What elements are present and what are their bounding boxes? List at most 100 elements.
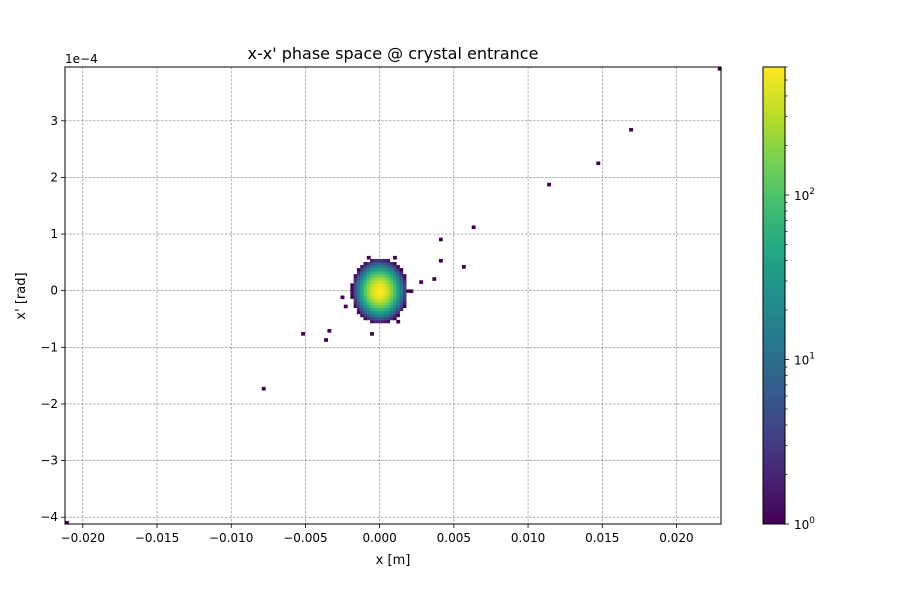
histogram-cell: [376, 304, 381, 309]
colorbar-segment: [763, 390, 785, 395]
histogram-cell: [373, 301, 377, 305]
histogram-cell: [366, 271, 371, 275]
histogram-cell: [366, 310, 371, 315]
colorbar-segment: [763, 367, 785, 373]
histogram-cell: [370, 319, 374, 324]
histogram-cell: [376, 292, 381, 296]
histogram-cell: [363, 295, 368, 299]
histogram-cell: [399, 280, 404, 284]
colorbar-segment: [763, 345, 785, 350]
histogram-cell: [389, 286, 394, 290]
histogram-cell: [393, 289, 397, 293]
histogram-cell: [360, 277, 364, 281]
histogram-cell: [373, 313, 377, 318]
histogram-cell: [393, 316, 397, 321]
colorbar-segment: [763, 360, 785, 365]
x-tick-label: 0.010: [511, 531, 545, 545]
histogram-cell: [356, 301, 361, 305]
histogram-cell: [396, 277, 400, 281]
x-tick-label: −0.010: [209, 531, 253, 545]
colorbar-segment: [763, 245, 785, 251]
colorbar-segment: [763, 386, 785, 392]
histogram-cell: [386, 277, 391, 281]
histogram-cell: [363, 307, 368, 312]
colorbar-segment: [763, 185, 785, 190]
histogram-cell: [393, 304, 397, 309]
histogram-cell: [399, 277, 404, 281]
histogram-cell: [363, 271, 368, 275]
colorbar-segment: [763, 173, 785, 178]
histogram-cell: [402, 277, 407, 281]
histogram-cell: [438, 258, 443, 263]
histogram-cell: [393, 307, 397, 312]
histogram-cell: [396, 280, 400, 284]
histogram-cell: [366, 283, 371, 287]
histogram-cell: [373, 283, 377, 287]
histogram-cell: [383, 277, 387, 281]
histogram-cell: [386, 298, 391, 302]
histogram-cell: [402, 286, 407, 290]
histogram-cell: [399, 289, 404, 293]
histogram-cell: [373, 277, 377, 281]
histogram-cell: [379, 286, 384, 290]
histogram-cell: [389, 295, 394, 299]
histogram-cell: [386, 283, 391, 287]
colorbar-segment: [763, 516, 785, 521]
histogram-cell: [366, 298, 371, 302]
histogram-cell: [379, 304, 384, 309]
histogram-cell: [406, 289, 410, 293]
histogram-cell: [360, 268, 364, 272]
colorbar-segment: [763, 234, 785, 239]
histogram-cell: [471, 225, 476, 230]
histogram-cell: [373, 271, 377, 275]
histogram-cell: [383, 313, 387, 318]
histogram-cell: [393, 255, 397, 260]
colorbar-segment: [763, 440, 785, 445]
histogram-cell: [379, 310, 384, 315]
histogram-cell: [379, 301, 384, 305]
histogram-cell: [360, 283, 364, 287]
histogram-cell: [370, 289, 374, 293]
histogram-cell: [363, 283, 368, 287]
histogram-cell: [353, 289, 358, 293]
histogram-cell: [396, 298, 400, 302]
histogram-cell: [366, 304, 371, 309]
colorbar-segment: [763, 493, 785, 498]
histogram-cell: [393, 268, 397, 272]
histogram-cell: [366, 274, 371, 278]
histogram-cell: [383, 261, 387, 266]
histogram-cell: [389, 301, 394, 305]
histogram-cell: [386, 280, 391, 284]
histogram-cell: [356, 271, 361, 275]
colorbar-segment: [763, 459, 785, 464]
histogram-cell: [350, 295, 354, 299]
histogram-cell: [366, 292, 371, 296]
colorbar-segment: [763, 409, 785, 414]
histogram-cell: [399, 268, 404, 272]
histogram-cell: [383, 295, 387, 299]
histogram-cell: [393, 280, 397, 284]
colorbar-segment: [763, 276, 785, 281]
histogram-cell: [356, 283, 361, 287]
histogram-cell: [396, 313, 400, 318]
histogram-cell: [389, 313, 394, 318]
histogram-cell: [363, 316, 368, 321]
histogram-cell: [383, 316, 387, 321]
histogram-cell: [373, 295, 377, 299]
histogram-cell: [379, 298, 384, 302]
histogram-cell: [343, 304, 348, 309]
colorbar-segment: [763, 169, 785, 175]
histogram-cell: [396, 319, 401, 324]
histogram-cell: [393, 265, 397, 269]
histogram-cell: [370, 292, 374, 296]
histogram-cell: [379, 289, 384, 293]
colorbar-segment: [763, 348, 785, 354]
colorbar-segment: [763, 470, 785, 475]
histogram-cell: [389, 289, 394, 293]
histogram-cell: [393, 277, 397, 281]
colorbar-segment: [763, 364, 785, 369]
histogram-cell: [360, 292, 364, 296]
histogram-cell: [370, 301, 374, 305]
colorbar-segment: [763, 375, 785, 380]
histogram-cell: [379, 292, 384, 296]
